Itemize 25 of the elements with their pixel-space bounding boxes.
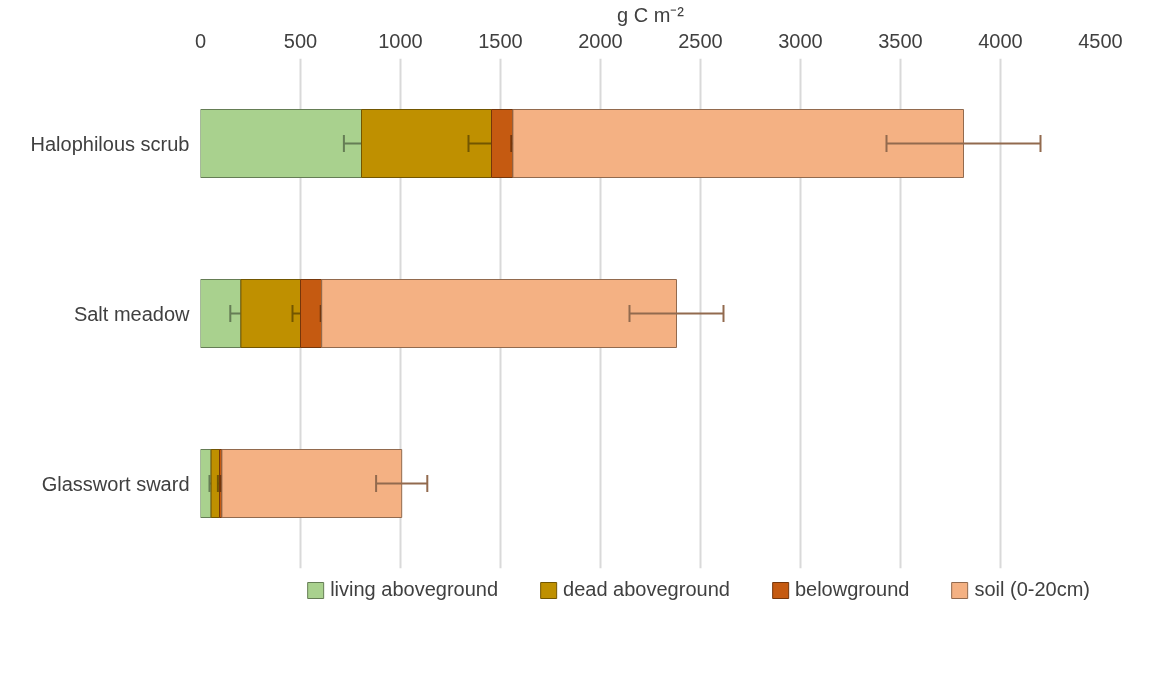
x-tick-label: 2500 [678, 29, 723, 52]
bar [200, 109, 362, 178]
x-tick-label: 4000 [978, 29, 1023, 52]
x-tick-label: 3000 [778, 29, 823, 52]
legend-label: living aboveground [330, 578, 499, 601]
legend-label: belowground [794, 578, 910, 601]
y-tick-label: Salt meadow [73, 302, 191, 325]
legend-label: soil (0-20cm) [974, 578, 1090, 601]
bar [300, 279, 323, 348]
x-tick-label: 500 [283, 29, 318, 52]
x-axis-title: g C m⁻² [617, 3, 685, 26]
x-tick-label: 1500 [478, 29, 523, 52]
bar [200, 279, 242, 348]
x-tick-label: 0 [194, 29, 207, 52]
x-tick-label: 2000 [578, 29, 623, 52]
x-tick-label: 3500 [878, 29, 923, 52]
bar [361, 109, 492, 178]
bar [491, 109, 514, 178]
y-tick-label: Glasswort sward [41, 472, 190, 495]
y-tick-label: Halophilous scrub [30, 132, 190, 155]
bar [240, 279, 301, 348]
x-tick-label: 1000 [378, 29, 423, 52]
x-tick-label: 4500 [1078, 29, 1123, 52]
bar [210, 449, 220, 518]
legend-label: dead aboveground [563, 578, 730, 601]
